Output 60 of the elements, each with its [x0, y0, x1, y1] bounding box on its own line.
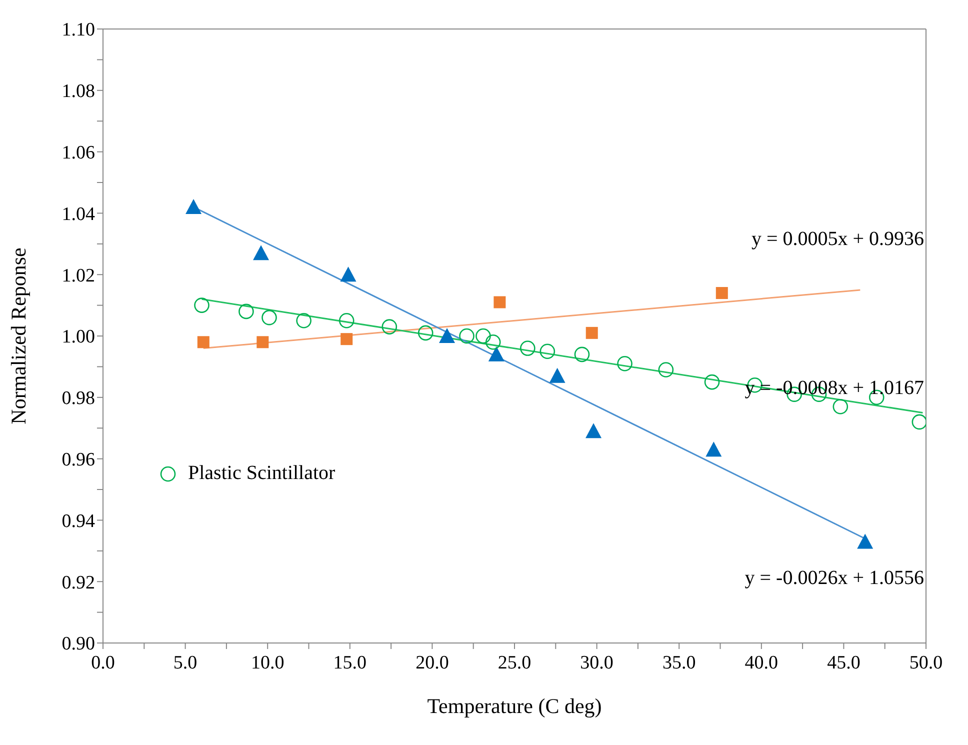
x-tick-label: 10.0 [250, 652, 284, 674]
point [912, 414, 926, 430]
point [485, 334, 501, 350]
y-tick-label: 1.04 [62, 204, 96, 225]
y-tick-label: 1.06 [62, 142, 95, 164]
point [704, 374, 720, 390]
point [197, 336, 210, 348]
point [340, 333, 353, 346]
y-tick-label: 0.90 [62, 634, 95, 655]
x-tick-label: 20.0 [416, 652, 449, 674]
point [540, 344, 556, 359]
point [832, 398, 848, 414]
x-tick-label: 45.0 [827, 652, 860, 674]
x-tick-label: 15.0 [333, 652, 367, 674]
point [706, 442, 722, 457]
x-tick-label: 35.0 [662, 652, 696, 674]
point [296, 313, 312, 328]
point [418, 325, 434, 341]
point [617, 356, 632, 372]
point [340, 266, 356, 282]
point [494, 296, 506, 308]
y-tick-label: 1.00 [62, 326, 95, 348]
point [439, 328, 456, 343]
point [382, 319, 398, 334]
y-axis-title: Normalized Reponse [6, 248, 30, 424]
x-tick-label: 30.0 [580, 652, 614, 674]
point [586, 423, 602, 438]
y-tick-label: 0.98 [62, 388, 95, 410]
point [476, 328, 491, 344]
point [520, 340, 536, 356]
point [857, 534, 874, 549]
point [186, 199, 202, 214]
x-tick-label: 25.0 [498, 652, 532, 674]
y-tick-label: 0.94 [62, 510, 96, 532]
point [194, 298, 210, 313]
annotation: y = -0.0026x + 1.0556 [744, 566, 924, 590]
y-tick-label: 0.96 [62, 450, 95, 471]
point [256, 336, 269, 348]
point [549, 368, 566, 383]
x-axis-title: Temperature (C deg) [427, 694, 602, 718]
point [488, 346, 504, 362]
x-tick-label: 5.0 [173, 652, 198, 674]
x-tick-label: 40.0 [744, 652, 778, 674]
point [238, 304, 254, 320]
point [716, 287, 728, 300]
y-tick-label: 0.92 [62, 572, 95, 594]
legend-label: Plastic Scintillator [188, 462, 336, 485]
point [253, 245, 270, 260]
y-tick-label: 1.02 [62, 265, 95, 286]
x-tick-label: 50.0 [909, 652, 943, 674]
point [338, 313, 354, 328]
point [574, 346, 590, 362]
y-tick-label: 1.10 [62, 20, 95, 41]
point [586, 326, 598, 339]
x-tick-label: 0.0 [91, 652, 115, 674]
point [658, 362, 674, 378]
point [459, 328, 474, 344]
point [262, 310, 277, 326]
annotation: y = 0.0005x + 0.9936 [751, 228, 924, 251]
y-tick-label: 1.08 [62, 81, 95, 102]
